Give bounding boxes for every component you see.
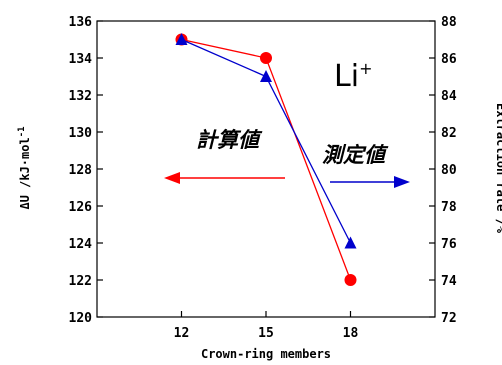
calc-label: 計算値 xyxy=(196,128,263,152)
x-tick-label: 15 xyxy=(258,326,274,341)
x-axis-title: Crown-ring members xyxy=(201,347,331,361)
right-axis-title: Extraction rate /% xyxy=(494,103,502,234)
meas-arrow-head xyxy=(394,176,410,188)
right-tick-label: 78 xyxy=(441,200,457,215)
left-tick-label: 130 xyxy=(69,126,93,141)
series-layer xyxy=(175,33,357,286)
series-point-calc xyxy=(260,52,272,64)
left-tick-label: 128 xyxy=(69,163,93,178)
left-tick-label: 134 xyxy=(69,52,93,67)
calc-arrow xyxy=(164,172,285,184)
left-tick-label: 136 xyxy=(69,15,93,30)
left-axis-title-main: ΔU /kJ·mol xyxy=(18,137,32,209)
right-tick-label: 72 xyxy=(441,311,457,326)
left-tick-label: 132 xyxy=(69,89,92,104)
plot-frame xyxy=(96,20,436,318)
left-tick-label: 120 xyxy=(69,311,93,326)
ion-symbol: Li xyxy=(334,59,359,94)
calc-arrow-head xyxy=(164,172,180,184)
x-axis-ticks: 12 15 18 xyxy=(174,311,359,341)
x-tick-label: 18 xyxy=(343,326,359,341)
left-tick-label: 124 xyxy=(69,237,93,252)
left-axis-ticks: 120 122 124 126 128 130 132 134 136 xyxy=(69,15,103,326)
right-tick-label: 84 xyxy=(441,89,457,104)
series-point-meas xyxy=(344,236,357,249)
meas-label: 測定値 xyxy=(322,143,389,167)
meas-arrow xyxy=(330,176,410,188)
right-tick-label: 76 xyxy=(441,237,457,252)
ion-label: Li+ xyxy=(334,59,372,94)
ion-charge: + xyxy=(359,59,372,78)
right-tick-label: 74 xyxy=(441,274,457,289)
left-axis-title: ΔU /kJ·mol-1 xyxy=(17,126,32,209)
right-axis-ticks: 72 74 76 78 80 82 84 86 88 xyxy=(429,15,457,326)
series-point-calc xyxy=(344,274,357,286)
right-tick-label: 88 xyxy=(441,15,457,30)
x-tick-label: 12 xyxy=(174,326,190,341)
right-tick-label: 80 xyxy=(441,163,457,178)
series-point-meas xyxy=(175,33,188,45)
right-tick-label: 86 xyxy=(441,52,457,67)
left-axis-title-exponent: -1 xyxy=(17,126,27,137)
left-tick-label: 122 xyxy=(69,274,92,289)
left-tick-label: 126 xyxy=(69,200,93,215)
right-tick-label: 82 xyxy=(441,126,457,141)
series-point-meas xyxy=(260,70,272,82)
